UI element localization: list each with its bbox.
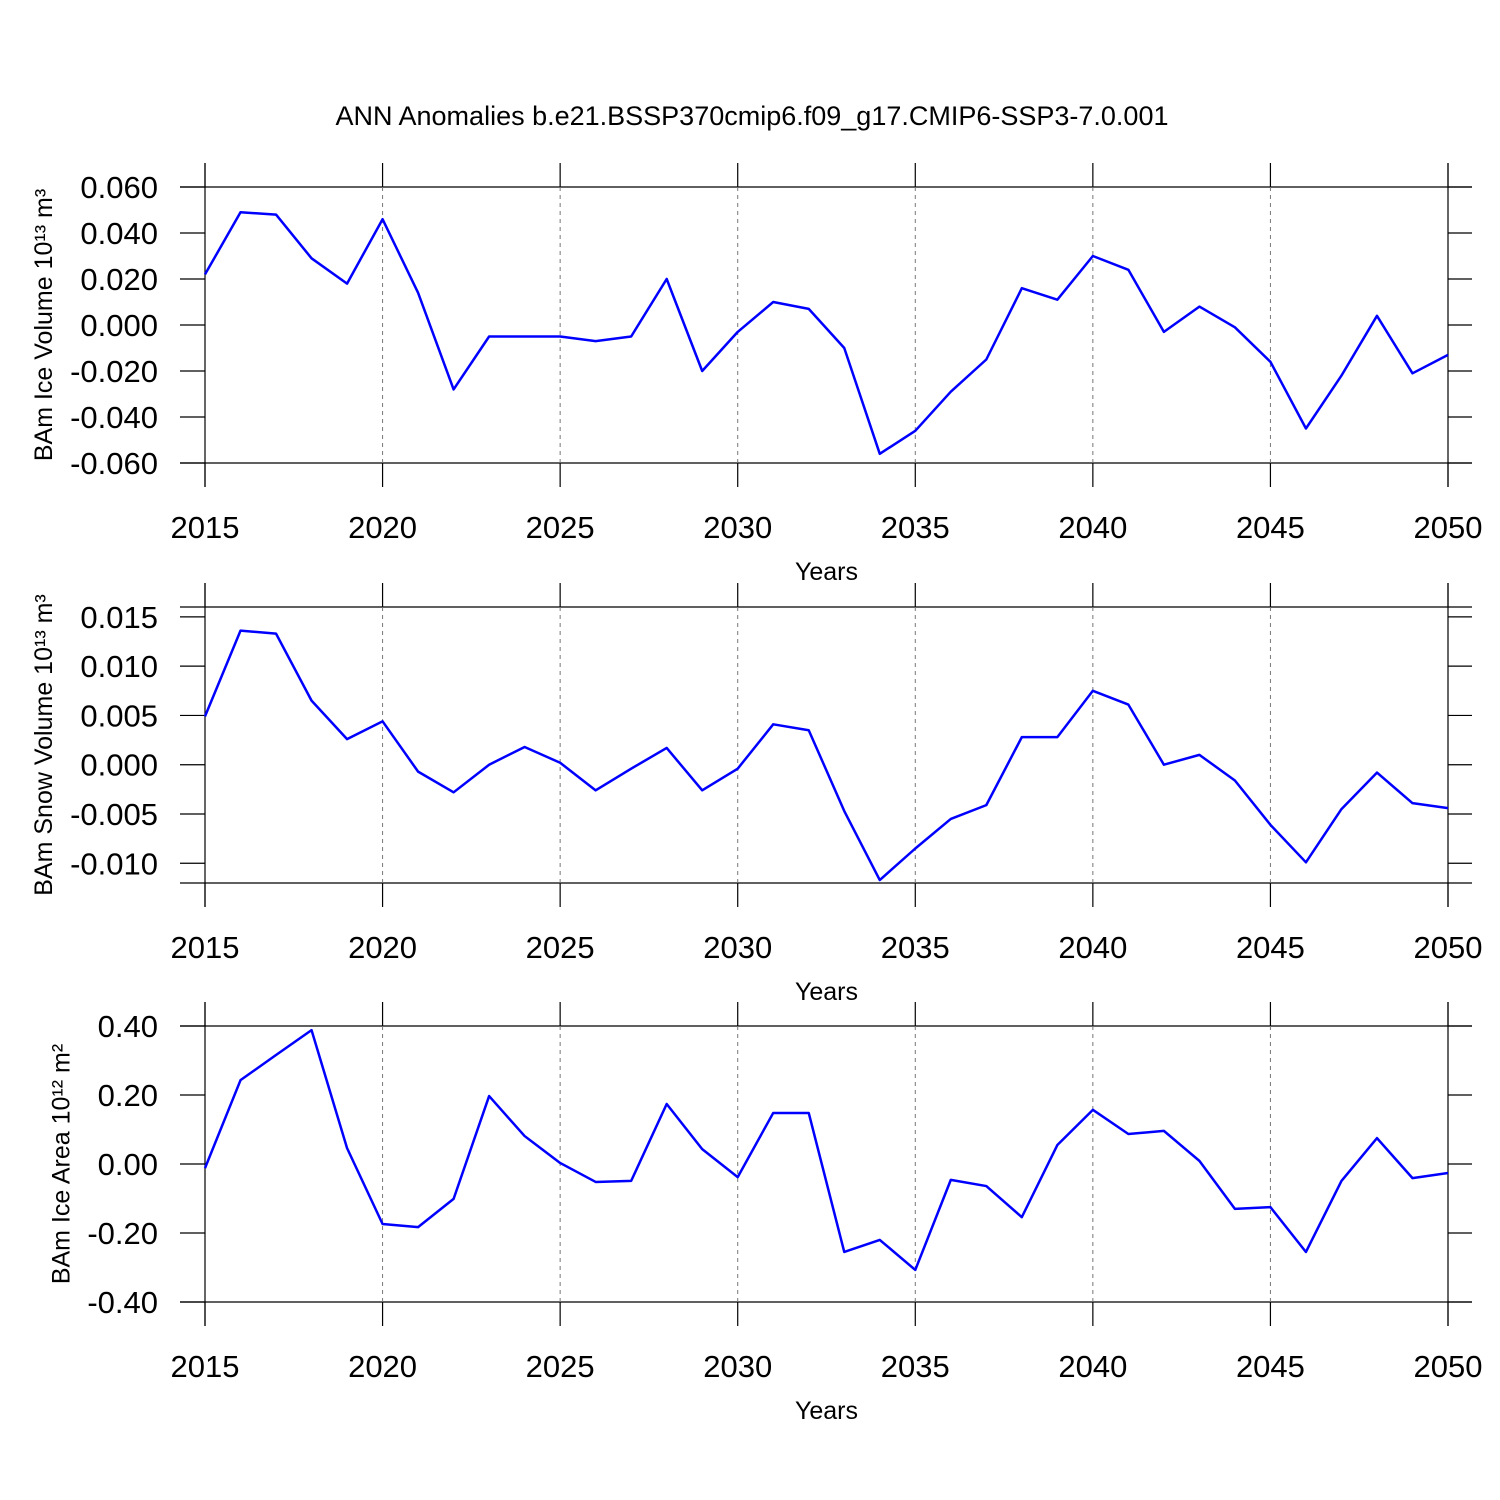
x-tick-label: 2015 (171, 1349, 240, 1384)
x-tick-label: 2015 (171, 510, 240, 545)
y-tick-label: 0.015 (80, 600, 158, 635)
data-line (203, 629, 1449, 882)
y-tick-label: -0.20 (87, 1216, 158, 1251)
x-tick-label: 2040 (1058, 1349, 1127, 1384)
y-tick-label: 0.20 (98, 1078, 158, 1113)
x-tick-label: 2025 (526, 1349, 595, 1384)
x-tick-label: 2025 (526, 510, 595, 545)
x-tick-label: 2030 (703, 1349, 772, 1384)
x-tick-label: 2050 (1414, 930, 1483, 965)
x-tick-label: 2050 (1414, 1349, 1483, 1384)
x-tick-label: 2020 (348, 930, 417, 965)
y-tick-label: -0.40 (87, 1285, 158, 1320)
figure-title: ANN Anomalies b.e21.BSSP370cmip6.f09_g17… (336, 101, 1169, 131)
x-tick-label: 2030 (703, 510, 772, 545)
y-tick-label: 0.005 (80, 698, 158, 733)
x-tick-label: 2035 (881, 930, 950, 965)
x-tick-label: 2050 (1414, 510, 1483, 545)
x-tick-label: 2035 (881, 1349, 950, 1384)
data-line (203, 1028, 1449, 1272)
x-tick-label: 2020 (348, 510, 417, 545)
data-line (203, 211, 1449, 456)
y-tick-label: 0.020 (80, 262, 158, 297)
x-tick-label: 2015 (171, 930, 240, 965)
y-axis-label: BAm Snow Volume 10¹³ m³ (30, 594, 58, 896)
y-tick-label: -0.010 (70, 846, 158, 881)
y-tick-label: -0.020 (70, 354, 158, 389)
y-tick-label: 0.000 (80, 308, 158, 343)
x-tick-label: 2045 (1236, 510, 1305, 545)
x-tick-label: 2035 (881, 510, 950, 545)
x-tick-label: 2025 (526, 930, 595, 965)
x-tick-label: 2040 (1058, 510, 1127, 545)
y-axis-label: BAm Ice Area 10¹² m² (47, 1044, 75, 1284)
x-tick-label: 2040 (1058, 930, 1127, 965)
y-tick-label: -0.005 (70, 797, 158, 832)
x-tick-label: 2030 (703, 930, 772, 965)
y-tick-label: 0.00 (98, 1147, 158, 1182)
x-axis-label: Years (795, 558, 858, 586)
y-tick-label: 0.000 (80, 748, 158, 783)
y-tick-label: 0.40 (98, 1009, 158, 1044)
y-tick-label: 0.060 (80, 170, 158, 205)
x-tick-label: 2045 (1236, 1349, 1305, 1384)
y-tick-label: -0.060 (70, 446, 158, 481)
y-tick-label: 0.040 (80, 216, 158, 251)
x-axis-label: Years (795, 1397, 858, 1425)
y-axis-label: BAm Ice Volume 10¹³ m³ (30, 189, 58, 461)
x-tick-label: 2045 (1236, 930, 1305, 965)
x-axis-label: Years (795, 978, 858, 1006)
x-tick-label: 2020 (348, 1349, 417, 1384)
y-tick-label: -0.040 (70, 400, 158, 435)
y-tick-label: 0.010 (80, 649, 158, 684)
